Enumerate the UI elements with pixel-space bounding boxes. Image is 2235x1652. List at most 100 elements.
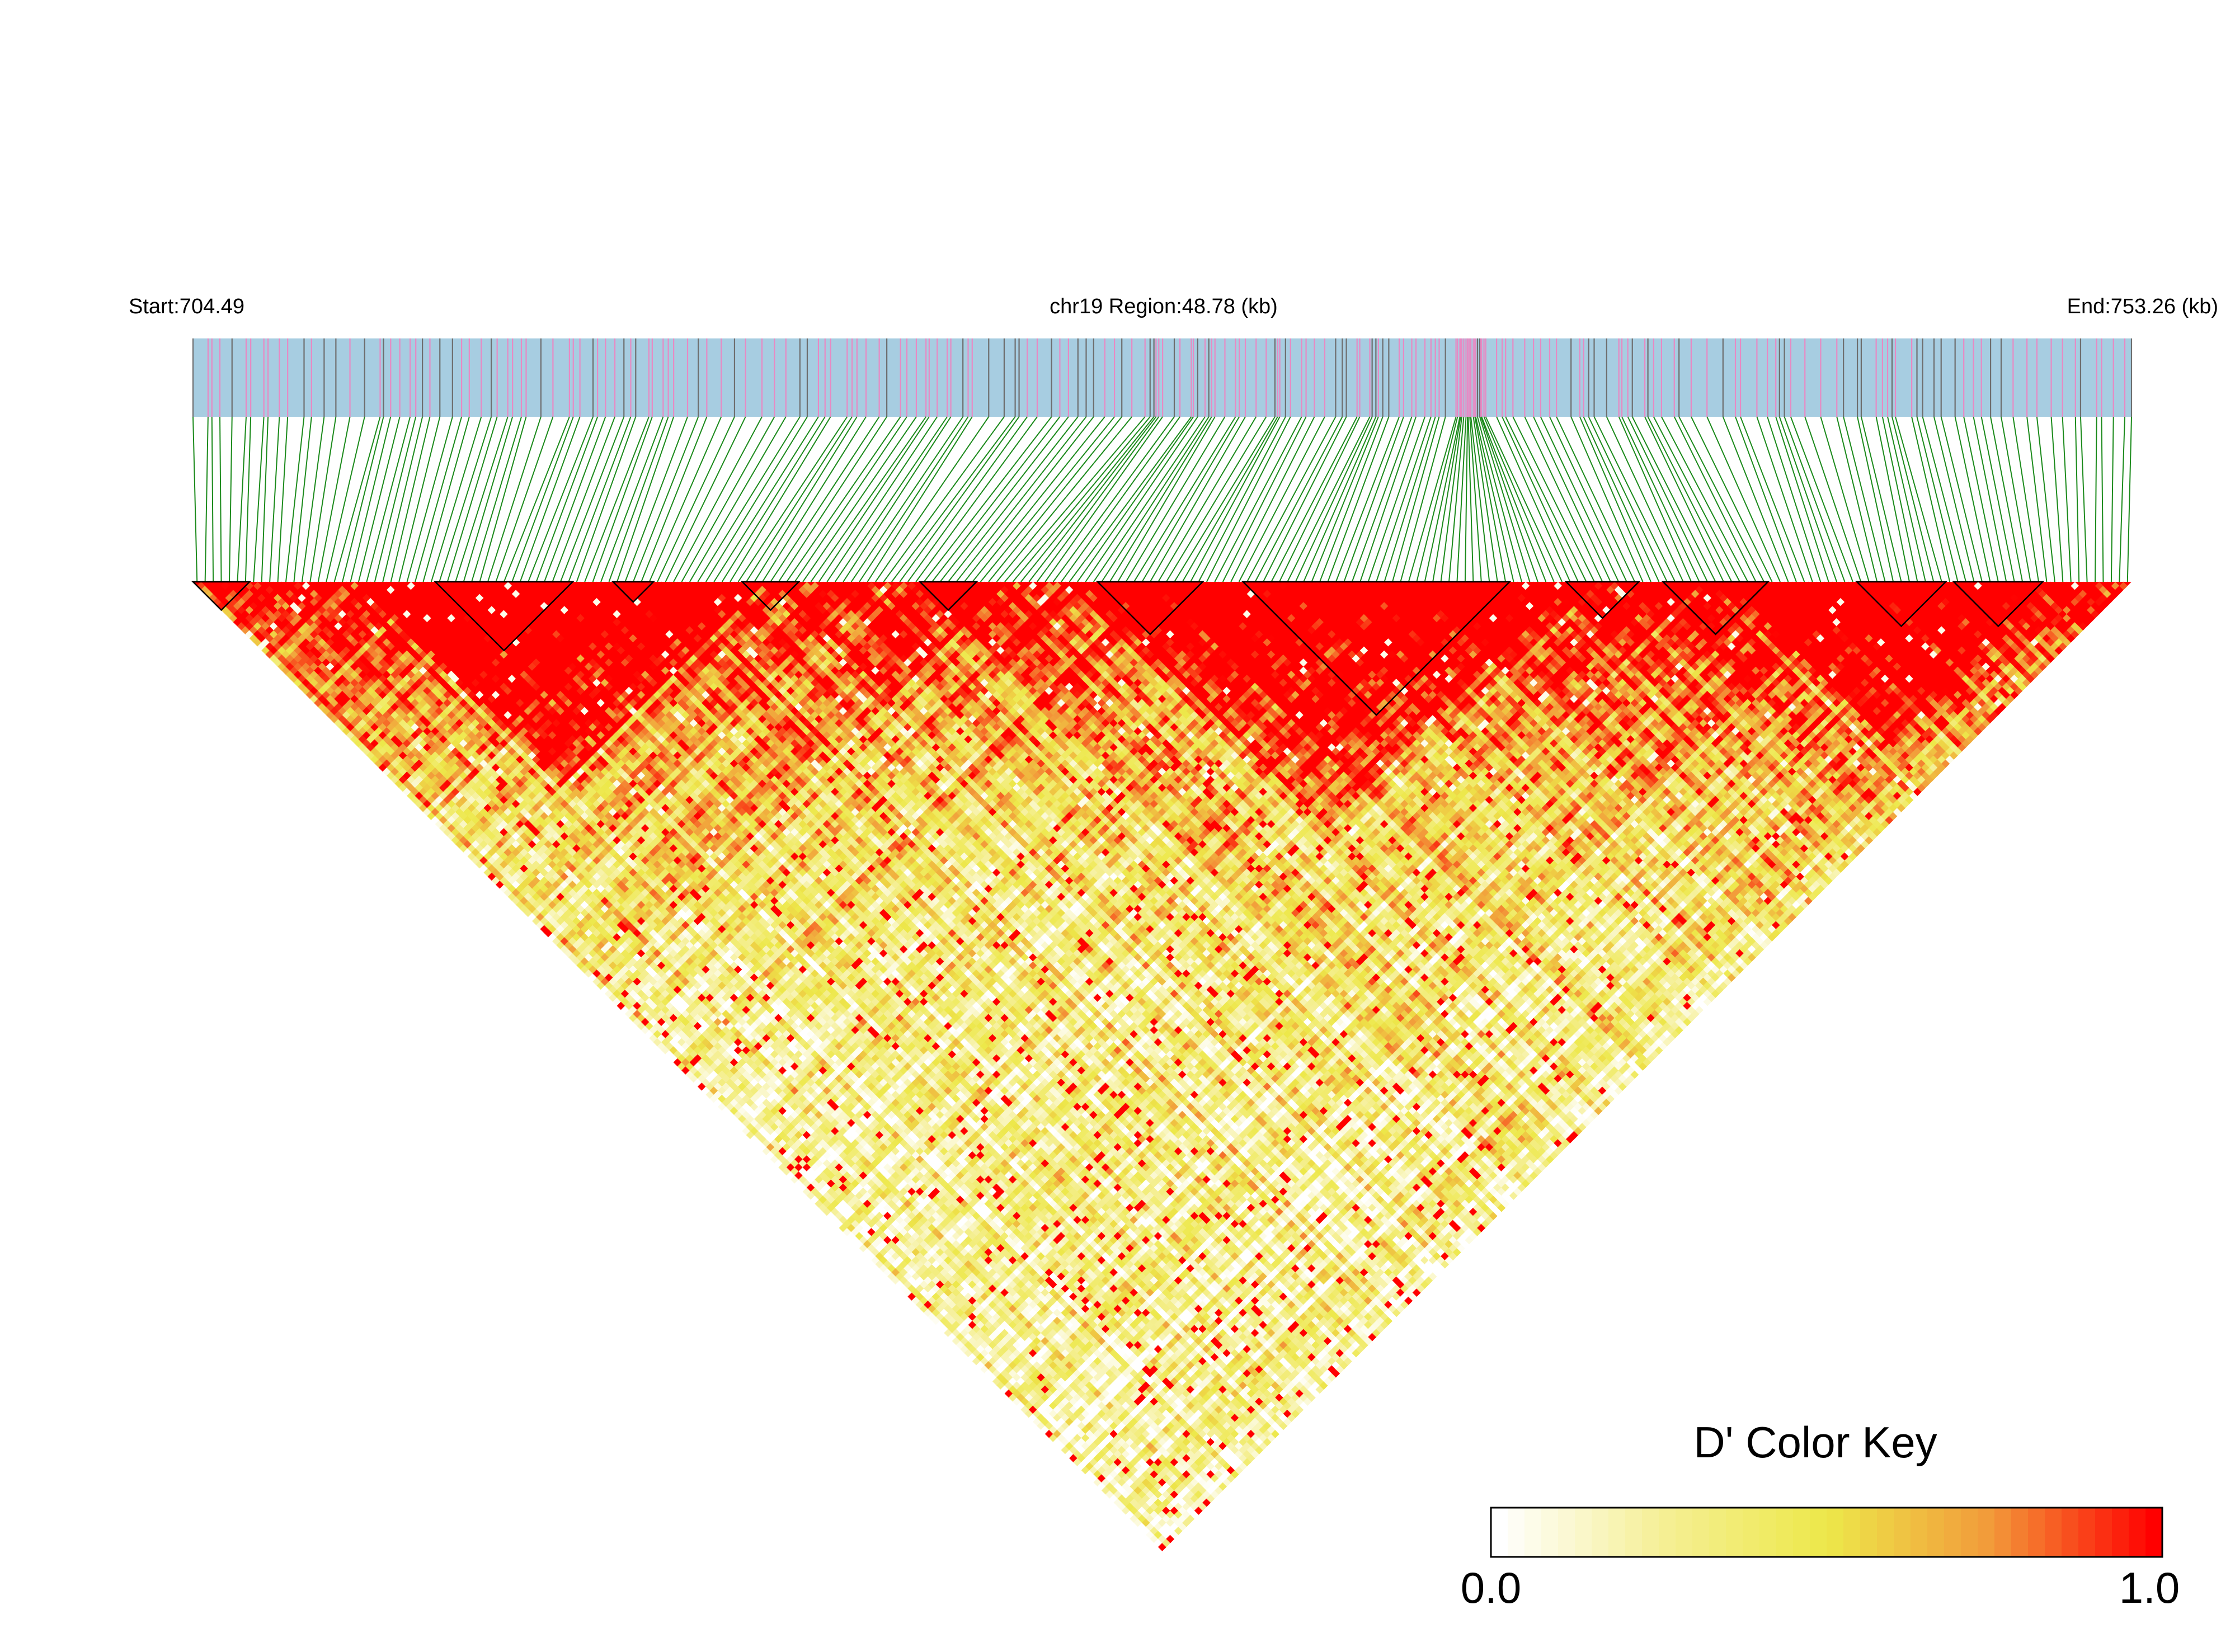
snp-connector bbox=[1214, 416, 1302, 582]
snp-connector bbox=[1077, 416, 1194, 582]
snp-connector bbox=[899, 416, 1020, 582]
snp-connector bbox=[2050, 416, 2064, 582]
snp-connector bbox=[1476, 416, 1522, 582]
snp-connector bbox=[972, 416, 1105, 582]
snp-connector bbox=[446, 416, 498, 582]
ld-cell bbox=[1081, 1466, 1090, 1475]
snp-connector bbox=[357, 416, 401, 582]
snp-connector bbox=[1644, 416, 1724, 582]
end-label: End:753.26 (kb) bbox=[2067, 295, 2218, 318]
snp-connector bbox=[1836, 416, 1878, 582]
snp-connector bbox=[1881, 416, 1918, 582]
snp-connector bbox=[875, 416, 990, 582]
snp-connector bbox=[1133, 416, 1236, 582]
snp-connector bbox=[568, 416, 632, 582]
ld-cell bbox=[1057, 1433, 1066, 1442]
ld-cell bbox=[1037, 1413, 1046, 1422]
snp-connector bbox=[1673, 416, 1757, 582]
snp-connector bbox=[818, 416, 930, 582]
snp-connector bbox=[1440, 416, 1463, 582]
ld-cell bbox=[733, 1118, 743, 1127]
snp-connector bbox=[1475, 416, 1514, 582]
snp-connector bbox=[786, 416, 901, 582]
snp-connector bbox=[778, 416, 887, 582]
ld-cell bbox=[649, 1025, 658, 1034]
snp-connector bbox=[552, 416, 615, 582]
snp-connector bbox=[721, 416, 826, 582]
ld-cell bbox=[516, 900, 525, 910]
snp-connector bbox=[1480, 416, 1538, 582]
ld-cell bbox=[1037, 1422, 1046, 1430]
snp-connector bbox=[834, 416, 948, 582]
snp-connector bbox=[1408, 416, 1457, 582]
ld-cell bbox=[843, 1227, 852, 1236]
ld-cell bbox=[241, 618, 250, 627]
ld-cell bbox=[274, 642, 283, 651]
snp-connector bbox=[390, 416, 431, 582]
snp-connector bbox=[2001, 416, 2031, 582]
snp-connector bbox=[326, 416, 365, 582]
snp-connector bbox=[1182, 416, 1278, 582]
snp-connector bbox=[1028, 416, 1157, 582]
snp-connector bbox=[1922, 416, 1966, 582]
snp-connector bbox=[1198, 416, 1286, 582]
snp-connector bbox=[1540, 416, 1620, 582]
snp-connector bbox=[641, 416, 708, 582]
ld-cell bbox=[713, 1098, 723, 1107]
snp-connector bbox=[2062, 416, 2072, 582]
ld-cell bbox=[261, 646, 270, 655]
snp-connector bbox=[1621, 416, 1700, 582]
snp-connector bbox=[1691, 416, 1773, 582]
snp-connector bbox=[737, 416, 848, 582]
snp-connector bbox=[1327, 416, 1390, 582]
snp-connector bbox=[608, 416, 669, 582]
snp-connector bbox=[528, 416, 594, 582]
snp-connector bbox=[996, 416, 1132, 582]
snp-connector bbox=[657, 416, 735, 582]
snp-connector bbox=[907, 416, 1028, 582]
ld-cell bbox=[669, 1046, 678, 1055]
snp-connector bbox=[730, 416, 831, 582]
snp-connector bbox=[1311, 416, 1379, 582]
snp-connector bbox=[479, 416, 527, 582]
snp-connector bbox=[1424, 416, 1461, 582]
ld-cell bbox=[520, 896, 529, 905]
snp-connector bbox=[1467, 416, 1474, 582]
snp-connector bbox=[931, 416, 1061, 582]
snp-connector bbox=[309, 416, 337, 582]
snp-connector bbox=[511, 416, 574, 582]
snp-connector bbox=[648, 416, 722, 582]
ld-cell bbox=[261, 638, 270, 647]
snp-connector bbox=[1479, 416, 1531, 582]
snp-connector bbox=[584, 416, 650, 582]
snp-connector bbox=[301, 416, 325, 582]
snp-connector bbox=[1474, 416, 1507, 582]
snp-connector bbox=[415, 416, 463, 582]
snp-connector bbox=[705, 416, 808, 582]
snp-connector bbox=[1740, 416, 1805, 582]
snp-connector bbox=[293, 416, 312, 582]
ld-cell bbox=[952, 1336, 961, 1345]
ld-cell bbox=[887, 1272, 896, 1281]
snp-connector bbox=[1631, 416, 1716, 582]
ld-heatmap-cells bbox=[193, 581, 2132, 1551]
snp-connector bbox=[1125, 416, 1226, 582]
snp-connector bbox=[1524, 416, 1603, 582]
snp-connector bbox=[1963, 416, 1999, 582]
ld-cell bbox=[305, 690, 314, 699]
snp-connector bbox=[342, 416, 384, 582]
snp-connector bbox=[350, 416, 392, 582]
snp-connector bbox=[1456, 416, 1467, 582]
snp-connector bbox=[495, 416, 554, 582]
snp-connector bbox=[1496, 416, 1571, 582]
snp-connector bbox=[1895, 416, 1942, 582]
snp-connector bbox=[592, 416, 653, 582]
ld-cell bbox=[1162, 1538, 1171, 1547]
snp-connector bbox=[1359, 416, 1417, 582]
snp-connector bbox=[1448, 416, 1465, 582]
ld-cell bbox=[1101, 1486, 1111, 1495]
snp-connector bbox=[1706, 416, 1781, 582]
snp-connector bbox=[617, 416, 675, 582]
snp-connector bbox=[1954, 416, 1991, 582]
ld-cell bbox=[798, 1183, 807, 1192]
